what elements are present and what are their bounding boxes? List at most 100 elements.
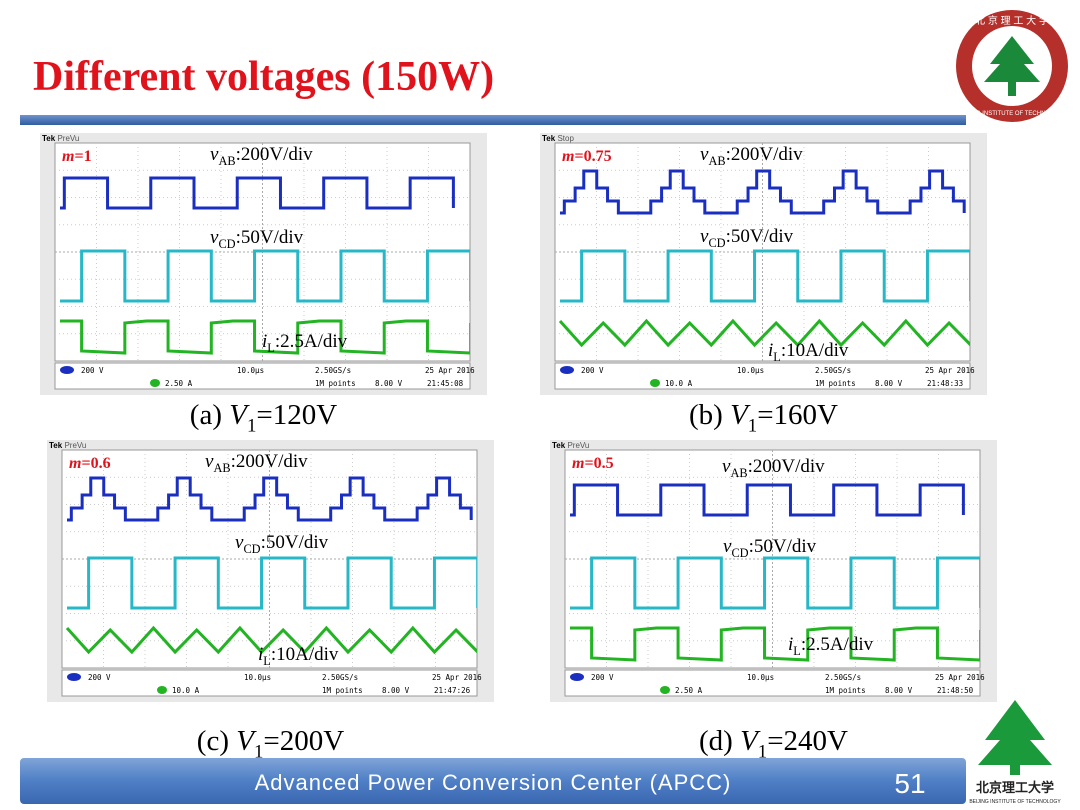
scope-brand: Tek xyxy=(42,134,56,143)
waveform-il xyxy=(558,318,970,348)
label-rest: :200V/div xyxy=(236,144,314,165)
scope-mode: PreVu xyxy=(64,441,86,450)
label-rest: :200V/div xyxy=(231,451,309,472)
label-prefix: (b) xyxy=(689,399,730,431)
record-length: 1M points xyxy=(815,379,856,388)
ch3-icon xyxy=(157,686,167,694)
trigger-level: 8.00 V xyxy=(375,379,403,388)
title-bar xyxy=(20,115,966,125)
ch1-scale: 200 V xyxy=(88,673,111,682)
label: vAB:200V/div xyxy=(205,451,308,475)
timebase: 10.0µs xyxy=(747,673,774,682)
label: iL:10A/div xyxy=(768,340,849,364)
waveform-il xyxy=(570,626,980,662)
label: vAB:200V/div xyxy=(210,144,313,168)
waveform-il xyxy=(60,319,470,355)
page-number: 51 xyxy=(894,768,925,799)
footer-logo: 北京理工大学 BEIJING INSTITUTE OF TECHNOLOGY xyxy=(969,700,1061,805)
label-var: V xyxy=(740,725,761,757)
label-sub: 1 xyxy=(254,741,263,762)
label-rest: :50V/div xyxy=(749,536,817,557)
clock: 21:48:50 xyxy=(937,686,974,695)
ch3-scale: 2.50 A xyxy=(165,379,193,388)
sample-rate: 2.50GS/s xyxy=(825,673,861,682)
label: vCD:50V/div xyxy=(210,227,304,251)
scope-header: Tek PreVu xyxy=(49,441,86,450)
ch3-scale: 2.50 A xyxy=(675,686,703,695)
label: m=1 xyxy=(62,148,92,165)
status-bg xyxy=(61,669,478,697)
waveform-vab xyxy=(570,483,965,517)
label-sub: 1 xyxy=(748,415,757,436)
label-sub: CD xyxy=(708,236,725,250)
label-sub: AB xyxy=(708,154,725,168)
trigger-level: 8.00 V xyxy=(875,379,903,388)
ch3-scale: 10.0 A xyxy=(172,686,200,695)
scope-status: 200 V 10.0 A 10.0µs 2.50GS/s 1M points 8.00 V… xyxy=(554,362,975,390)
label-sub: CD xyxy=(731,546,748,560)
scope-brand: Tek xyxy=(49,441,63,450)
label-prefix: (c) xyxy=(197,725,236,757)
timebase: 10.0µs xyxy=(244,673,271,682)
label-var: v xyxy=(700,226,709,247)
sample-rate: 2.50GS/s xyxy=(815,366,851,375)
label: (d) V1=240V xyxy=(699,725,848,762)
label-rest: =160V xyxy=(757,399,838,431)
ch3-icon xyxy=(650,379,660,387)
trigger-level: 8.00 V xyxy=(382,686,410,695)
label-var: i xyxy=(788,634,793,655)
waveform-vcd xyxy=(67,556,477,610)
label-rest: :200V/div xyxy=(748,456,826,477)
date: 25 Apr 2016 xyxy=(432,673,482,682)
label: vAB:200V/div xyxy=(722,456,825,480)
label-rest: =0.6 xyxy=(81,455,110,472)
slide-title: Different voltages (150W) xyxy=(33,54,494,100)
label: (b) V1=160V xyxy=(689,399,838,436)
label-sub: L xyxy=(793,644,801,658)
label-prefix: (d) xyxy=(699,725,740,757)
label: vCD:50V/div xyxy=(700,226,794,250)
sample-rate: 2.50GS/s xyxy=(322,673,358,682)
label-var: V xyxy=(730,399,751,431)
label: m=0.6 xyxy=(69,455,111,472)
label-prefix: (a) xyxy=(190,399,229,431)
waveform-vcd xyxy=(560,249,970,303)
label-sub: 1 xyxy=(247,415,256,436)
label-sub: AB xyxy=(730,466,747,480)
status-bg xyxy=(564,669,981,697)
title-reflection-text: Different voltages (150W) xyxy=(33,96,494,142)
ch3-icon xyxy=(660,686,670,694)
sample-rate: 2.50GS/s xyxy=(315,366,351,375)
label-sub: AB xyxy=(218,154,235,168)
waveform-vcd xyxy=(570,556,980,610)
ch1-scale: 200 V xyxy=(581,366,604,375)
logo-tree xyxy=(984,36,1040,82)
record-length: 1M points xyxy=(825,686,866,695)
footer-logo-trunk xyxy=(1010,765,1020,775)
label: m=0.5 xyxy=(572,455,614,472)
scope-header: Tek PreVu xyxy=(42,134,79,143)
label-var: m xyxy=(562,148,574,165)
ch3-icon xyxy=(150,379,160,387)
label-var: m xyxy=(69,455,81,472)
ch1-scale: 200 V xyxy=(591,673,614,682)
label-var: v xyxy=(723,536,732,557)
waveform-vab xyxy=(60,176,455,210)
footer-logo-en: BEIJING INSTITUTE OF TECHNOLOGY xyxy=(969,799,1061,805)
label-var: m xyxy=(572,455,584,472)
label-sub: L xyxy=(263,654,271,668)
scope-brand: Tek xyxy=(552,441,566,450)
scope-status: 200 V 2.50 A 10.0µs 2.50GS/s 1M points 8.00 V… xyxy=(54,362,475,390)
label-var: v xyxy=(235,532,244,553)
label-var: v xyxy=(205,451,214,472)
status-bg xyxy=(54,362,471,390)
logo-trunk xyxy=(1008,82,1016,96)
label-sub: L xyxy=(267,341,275,355)
label-sub: CD xyxy=(243,542,260,556)
label-var: i xyxy=(262,331,267,352)
